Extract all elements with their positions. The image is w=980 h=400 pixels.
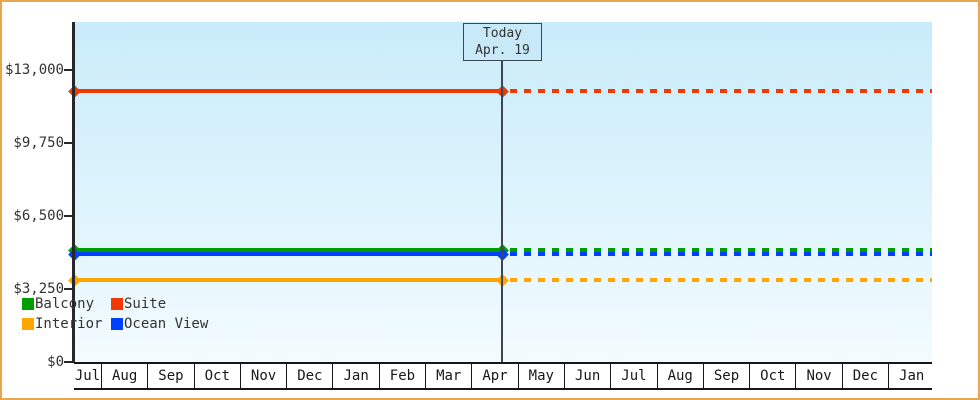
legend-label: Ocean View bbox=[124, 316, 209, 332]
legend-item-balcony: Balcony bbox=[22, 294, 110, 314]
today-label: Today bbox=[482, 26, 523, 41]
series-line-solid-interior bbox=[74, 278, 502, 282]
x-axis-month-row: Jul Aug Sep Oct Nov Dec Jan Feb Mar Apr May Jun Jul A… bbox=[74, 362, 932, 390]
x-axis-month-cell: Jun bbox=[564, 364, 612, 388]
legend-swatch-icon bbox=[22, 318, 34, 330]
legend-label: Suite bbox=[124, 296, 167, 312]
legend-label: Balcony bbox=[35, 296, 95, 312]
x-axis-month-cell: Jul bbox=[611, 364, 658, 388]
legend-swatch-icon bbox=[111, 318, 123, 330]
x-axis-month-cell: Feb bbox=[379, 364, 427, 388]
series-line-solid-balcony bbox=[74, 248, 502, 252]
x-axis-month-cell: Nov bbox=[240, 364, 288, 388]
y-axis-tick-mark bbox=[64, 215, 73, 217]
y-axis-tick-mark bbox=[64, 361, 73, 363]
legend-item-interior: Interior bbox=[22, 314, 110, 334]
series-line-solid-ocean-view bbox=[74, 252, 502, 256]
y-axis-tick-label: $9,750 bbox=[13, 135, 64, 151]
legend-label: Interior bbox=[35, 316, 103, 332]
x-axis-month-cell: Oct bbox=[750, 364, 797, 388]
legend: Balcony Suite Interior Ocean View bbox=[22, 294, 208, 334]
y-axis-tick-label: $3,250 bbox=[13, 281, 64, 297]
legend-item-ocean-view: Ocean View bbox=[111, 314, 208, 334]
today-vertical-line bbox=[501, 61, 503, 362]
x-axis-month-cell: Jan bbox=[333, 364, 380, 388]
series-line-dotted-ocean-view bbox=[510, 252, 932, 256]
x-axis-month-cell: Jul bbox=[74, 364, 102, 388]
x-axis-month-cell: Mar bbox=[426, 364, 473, 388]
y-axis-tick-label: $6,500 bbox=[13, 208, 64, 224]
series-line-dotted-balcony bbox=[510, 248, 932, 252]
series-line-dotted-suite bbox=[510, 89, 932, 93]
legend-item-suite: Suite bbox=[111, 294, 208, 314]
x-axis-month-cell: Apr bbox=[472, 364, 519, 388]
x-axis-month-cell: Jan bbox=[889, 364, 932, 388]
y-axis-tick-label: $13,000 bbox=[4, 62, 64, 78]
x-axis-month-cell: Aug bbox=[102, 364, 149, 388]
y-axis-tick-mark bbox=[64, 142, 73, 144]
y-axis-tick-mark bbox=[64, 288, 73, 290]
x-axis-month-cell: Sep bbox=[148, 364, 195, 388]
y-axis-line bbox=[72, 22, 75, 363]
x-axis-month-cell: Dec bbox=[842, 364, 890, 388]
x-axis-month-cell: Sep bbox=[703, 364, 751, 388]
legend-swatch-icon bbox=[111, 298, 123, 310]
x-axis-month-cell: Dec bbox=[287, 364, 334, 388]
y-axis-tick-label: $0 bbox=[47, 354, 64, 370]
plot-area bbox=[68, 22, 932, 362]
series-line-dotted-interior bbox=[510, 278, 932, 282]
today-label-box: Today Apr. 19 bbox=[463, 23, 542, 61]
series-line-solid-suite bbox=[74, 89, 502, 93]
today-date-label: Apr. 19 bbox=[475, 43, 530, 58]
x-axis-month-cell: Oct bbox=[194, 364, 241, 388]
legend-swatch-icon bbox=[22, 298, 34, 310]
x-axis-month-cell: May bbox=[518, 364, 565, 388]
x-axis-month-cell: Aug bbox=[657, 364, 704, 388]
x-axis-month-cell: Nov bbox=[796, 364, 843, 388]
y-axis-tick-mark bbox=[64, 69, 73, 71]
